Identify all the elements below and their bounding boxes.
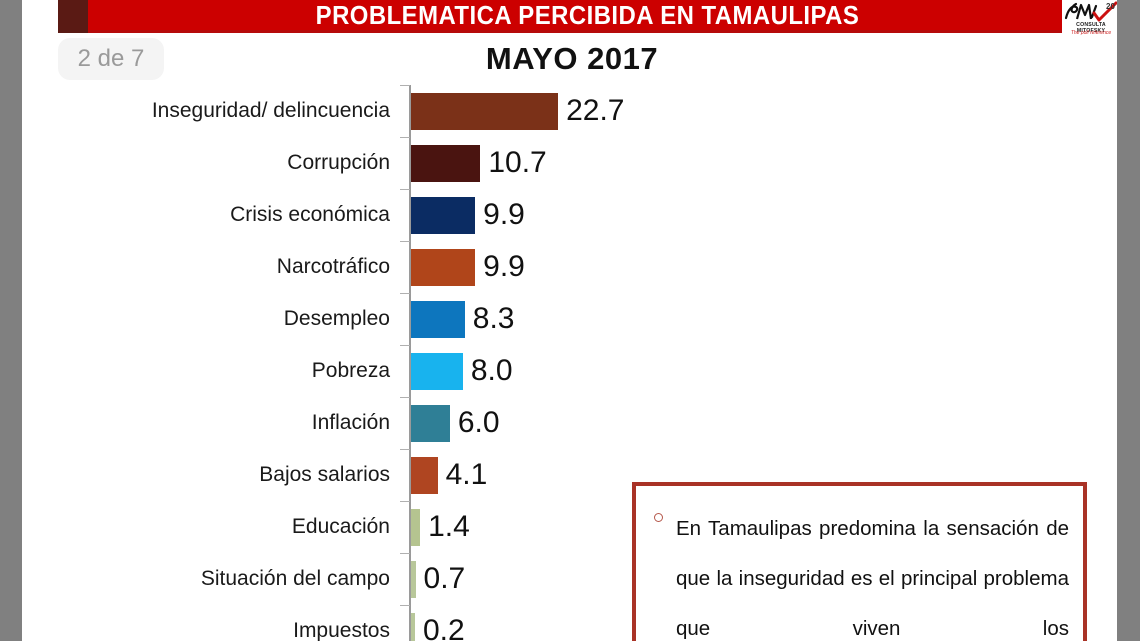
bar-row: Crisis económica 9.9 [22, 189, 642, 241]
axis-tick [400, 397, 410, 398]
bar-rect [411, 93, 559, 130]
axis-tick [400, 241, 410, 242]
page-title: PROBLEMATICA PERCIBIDA EN TAMAULIPAS [315, 0, 860, 30]
bar-row: Bajos salarios 4.1 [22, 449, 642, 501]
bar-value-label: 0.7 [423, 562, 466, 595]
bar-category-label: Crisis económica [230, 203, 390, 226]
bar-category-label: Pobreza [311, 359, 390, 382]
bar-value-label: 8.3 [472, 302, 515, 335]
bar-category-label: Situación del campo [200, 567, 390, 590]
axis-tick [400, 553, 410, 554]
bar-rect [411, 353, 463, 390]
chart-subtitle: MAYO 2017 [485, 41, 659, 76]
bar-category-label: Inflación [311, 411, 390, 434]
bar-value-label: 22.7 [566, 94, 625, 127]
logo-name: CONSULTA MITOFSKY [1076, 22, 1106, 34]
bar-category-label: Narcotráfico [276, 255, 390, 278]
bar-category-label: Impuestos [293, 619, 390, 641]
page-indicator-label: 2 de 7 [77, 45, 145, 72]
callout-content: En Tamaulipas predomina la sensación de … [654, 504, 1069, 641]
bar-value-label: 6.0 [457, 406, 500, 439]
bar-value-label: 1.4 [428, 510, 470, 543]
slide-content-area: PROBLEMATICA PERCIBIDA EN TAMAULIPAS 20 … [22, 0, 1117, 641]
axis-tick [400, 501, 410, 502]
bar-row: Desempleo 8.3 [22, 293, 642, 345]
bar-row: Impuestos 0.2 [22, 605, 642, 641]
page-indicator[interactable]: 2 de 7 [58, 38, 164, 80]
logo-tagline: The poll reference [1070, 30, 1112, 36]
bullet-icon [654, 513, 663, 522]
bar-rect [411, 197, 476, 234]
bar-category-label: Inseguridad/ delincuencia [151, 99, 390, 122]
axis-tick [400, 345, 410, 346]
bar-row: Situación del campo 0.7 [22, 553, 642, 605]
bar-rect [411, 509, 421, 546]
chart-axis [409, 85, 411, 641]
bar-value-label: 4.1 [445, 458, 488, 491]
bar-rect [411, 613, 415, 641]
bar-row: Narcotráfico 9.9 [22, 241, 642, 293]
bar-rect [411, 457, 438, 494]
header-band: PROBLEMATICA PERCIBIDA EN TAMAULIPAS [58, 0, 1117, 33]
bar-rect [411, 561, 416, 598]
bar-rect [411, 145, 481, 182]
axis-tick [400, 85, 410, 86]
bar-value-label: 0.2 [423, 614, 465, 641]
bar-row: Educación 1.4 [22, 501, 642, 553]
logo-anniversary: 20 [1106, 2, 1115, 11]
callout-text: En Tamaulipas predomina la sensación de … [676, 517, 1069, 640]
axis-tick [400, 189, 410, 190]
bar-value-label: 10.7 [488, 146, 547, 179]
bar-category-label: Corrupción [287, 151, 390, 174]
bar-chart: Inseguridad/ delincuencia 22.7 Corrupción 1… [22, 85, 1117, 641]
bar-rect [411, 249, 476, 286]
left-gutter [0, 0, 22, 641]
axis-tick [400, 605, 410, 606]
bar-row: Pobreza 8.0 [22, 345, 642, 397]
right-gutter [1117, 0, 1140, 641]
mitofsky-logo-icon [1064, 1, 1117, 22]
bar-rect [411, 301, 465, 338]
header-corner-tab [58, 0, 88, 33]
bar-rect [411, 405, 450, 442]
bar-category-label: Educación [291, 515, 390, 538]
bar-category-label: Bajos salarios [259, 463, 390, 486]
bar-row: Inseguridad/ delincuencia 22.7 [22, 85, 642, 137]
bar-value-label: 8.0 [470, 354, 513, 387]
bar-row: Corrupción 10.7 [22, 137, 642, 189]
axis-tick [400, 293, 410, 294]
callout-box: En Tamaulipas predomina la sensación de … [632, 482, 1087, 641]
bar-value-label: 9.9 [483, 250, 525, 283]
axis-tick [400, 449, 410, 450]
bar-category-label: Desempleo [283, 307, 390, 330]
axis-tick [400, 137, 410, 138]
bar-row: Inflación 6.0 [22, 397, 642, 449]
bar-value-label: 9.9 [483, 198, 525, 231]
logo: 20 CONSULTA MITOFSKY The poll reference [1062, 0, 1117, 48]
